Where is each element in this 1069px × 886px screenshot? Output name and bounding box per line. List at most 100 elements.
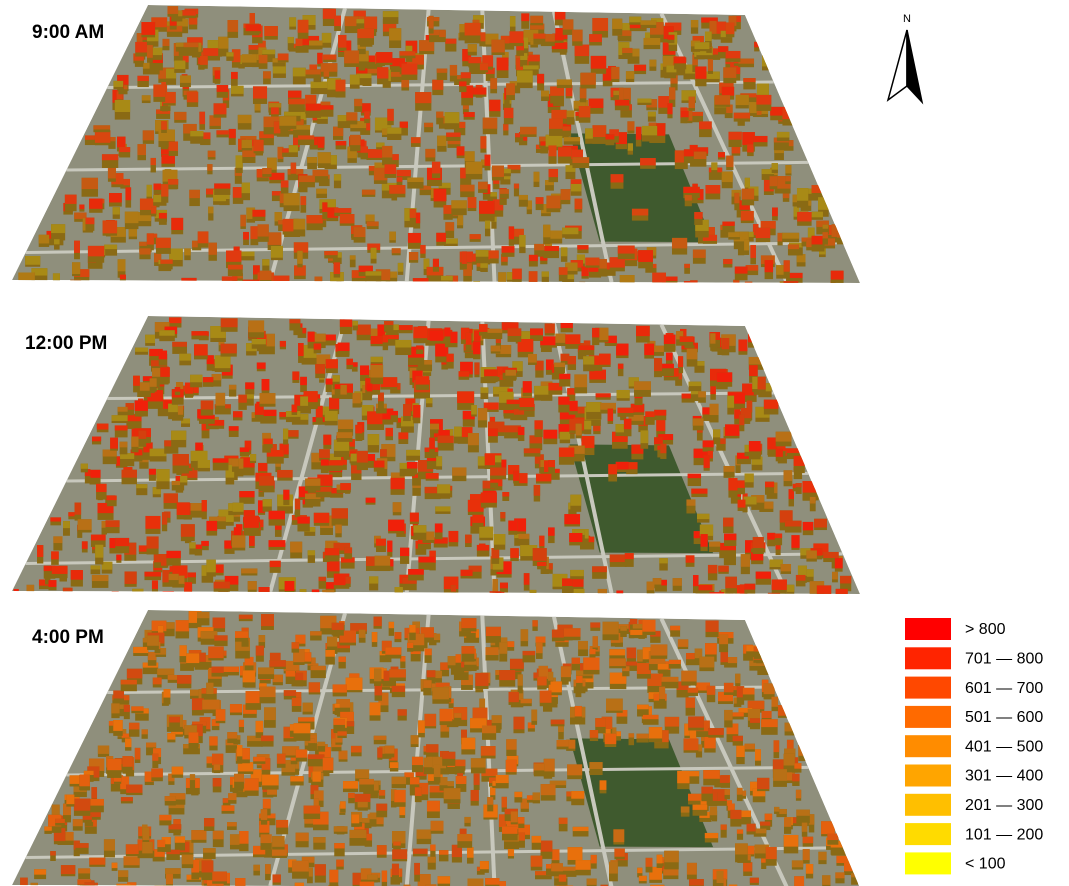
building-roof bbox=[180, 476, 187, 483]
building-roof bbox=[440, 662, 449, 670]
building-roof bbox=[549, 169, 558, 177]
building-roof bbox=[367, 384, 372, 392]
building-roof bbox=[273, 675, 283, 682]
building-roof bbox=[684, 149, 694, 156]
building-roof bbox=[371, 248, 377, 259]
building-roof bbox=[191, 451, 208, 461]
building-roof bbox=[245, 382, 254, 389]
building-roof bbox=[630, 619, 637, 625]
building-roof bbox=[239, 720, 244, 727]
building-roof bbox=[794, 876, 804, 886]
building-roof bbox=[496, 592, 505, 599]
building-roof bbox=[131, 436, 138, 446]
building-roof bbox=[555, 12, 566, 20]
building-roof bbox=[91, 535, 106, 541]
building-roof bbox=[561, 189, 571, 200]
building-roof bbox=[500, 189, 509, 194]
building-roof bbox=[692, 112, 703, 116]
building-roof bbox=[473, 341, 480, 354]
building-roof bbox=[166, 874, 173, 884]
building-roof bbox=[735, 267, 748, 274]
building-roof bbox=[234, 527, 242, 536]
building-side bbox=[784, 281, 799, 296]
building-roof bbox=[456, 654, 462, 662]
building-roof bbox=[430, 845, 435, 851]
building-roof bbox=[465, 151, 475, 161]
building-roof bbox=[156, 469, 169, 481]
building-roof bbox=[507, 400, 520, 404]
building-roof bbox=[562, 228, 578, 235]
building-roof bbox=[209, 243, 217, 255]
building-roof bbox=[334, 262, 340, 274]
building-roof bbox=[145, 516, 160, 529]
building-roof bbox=[337, 432, 353, 438]
building-roof bbox=[203, 848, 216, 853]
building-roof bbox=[108, 166, 116, 178]
building-roof bbox=[840, 576, 851, 584]
building-roof bbox=[694, 212, 702, 219]
building-roof bbox=[124, 856, 140, 865]
building-roof bbox=[334, 826, 348, 831]
building-roof bbox=[258, 224, 269, 236]
building-roof bbox=[319, 449, 330, 458]
building-roof bbox=[726, 156, 733, 167]
building-roof bbox=[138, 431, 146, 439]
building-roof bbox=[147, 536, 159, 548]
building-roof bbox=[334, 174, 341, 180]
building-roof bbox=[80, 775, 90, 787]
building-roof bbox=[250, 454, 256, 461]
building-roof bbox=[244, 516, 259, 528]
building-roof bbox=[259, 55, 268, 63]
building-roof bbox=[315, 864, 326, 875]
building-roof bbox=[267, 158, 277, 170]
building-roof bbox=[563, 19, 574, 29]
building-roof bbox=[311, 81, 328, 88]
building-roof bbox=[324, 251, 337, 255]
building-roof bbox=[367, 875, 377, 880]
building-roof bbox=[181, 278, 196, 289]
building-roof bbox=[374, 617, 382, 627]
building-roof bbox=[292, 861, 309, 872]
building-roof bbox=[473, 281, 480, 294]
building-roof bbox=[558, 397, 569, 405]
building-roof bbox=[139, 248, 150, 254]
building-roof bbox=[354, 227, 366, 237]
building-roof bbox=[299, 175, 315, 182]
building-roof bbox=[217, 85, 228, 92]
building-roof bbox=[519, 195, 528, 200]
building-roof bbox=[581, 73, 596, 85]
building-roof bbox=[592, 566, 607, 572]
building-roof bbox=[355, 794, 371, 802]
building-roof bbox=[137, 76, 148, 81]
building-roof bbox=[629, 733, 635, 737]
building-roof bbox=[589, 762, 602, 769]
building-roof bbox=[744, 240, 749, 251]
building-roof bbox=[750, 718, 760, 723]
building-roof bbox=[749, 441, 761, 451]
building-roof bbox=[165, 796, 176, 801]
building-roof bbox=[756, 95, 771, 105]
building-roof bbox=[344, 547, 352, 553]
building-roof bbox=[237, 745, 242, 756]
building-roof bbox=[111, 703, 119, 713]
building-roof bbox=[371, 357, 383, 362]
building-roof bbox=[742, 132, 755, 145]
building-roof bbox=[269, 103, 281, 107]
building-roof bbox=[476, 250, 489, 257]
building-roof bbox=[370, 365, 383, 378]
building-roof bbox=[785, 176, 790, 181]
building-roof bbox=[492, 715, 502, 723]
building-roof bbox=[408, 569, 424, 575]
building-side bbox=[768, 593, 780, 601]
building-roof bbox=[194, 344, 208, 355]
building-roof bbox=[561, 867, 577, 871]
building-roof bbox=[389, 28, 401, 40]
building-roof bbox=[577, 245, 588, 249]
building-roof bbox=[189, 190, 200, 198]
building-roof bbox=[766, 847, 777, 859]
building-roof bbox=[157, 668, 174, 674]
building-roof bbox=[207, 164, 212, 170]
building-roof bbox=[52, 566, 68, 574]
building-roof bbox=[333, 684, 347, 692]
building-roof bbox=[811, 212, 822, 218]
